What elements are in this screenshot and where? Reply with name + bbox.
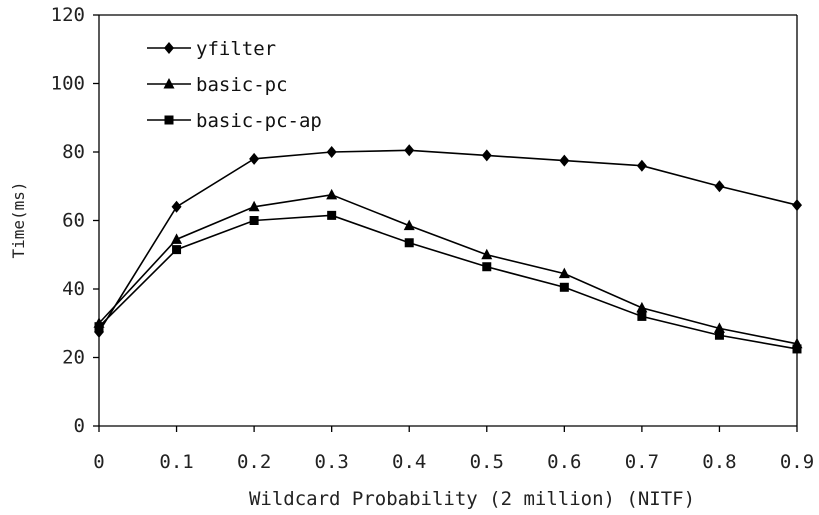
series-layer: [93, 144, 803, 354]
legend-label: yfilter: [196, 38, 276, 60]
x-axis-ticks: 0 0.1 0.2 0.3 0.4 0.5 0.6 0.7 0.8 0.9: [93, 426, 814, 473]
series-line-yfilter: [98, 149, 798, 333]
legend-swatch-marker: [164, 42, 174, 54]
data-point-basic-pc-ap: [94, 322, 104, 332]
y-tick-label: 40: [62, 278, 85, 300]
data-point-basic-pc-ap: [172, 245, 182, 255]
legend-item-basic-pc-ap: basic-pc-ap: [147, 110, 322, 132]
x-tick-label: 0.4: [392, 451, 426, 473]
data-point-yfilter: [171, 200, 182, 213]
legend-label: basic-pc: [196, 74, 288, 96]
data-point-basic-pc: [558, 267, 570, 279]
data-point-basic-pc: [636, 301, 648, 313]
series-basic-pc: [93, 188, 803, 349]
x-tick-label: 0.8: [702, 451, 736, 473]
data-point-yfilter: [559, 154, 570, 167]
data-point-basic-pc-ap: [714, 330, 724, 340]
data-point-basic-pc-ap: [482, 262, 492, 272]
data-point-basic-pc-ap: [559, 282, 569, 292]
data-point-yfilter: [326, 146, 337, 158]
data-point-yfilter: [714, 180, 725, 193]
legend-item-basic-pc: basic-pc: [147, 74, 288, 96]
x-tick-label: 0.3: [315, 451, 349, 473]
data-point-basic-pc-ap: [327, 210, 337, 220]
legend-swatch-marker: [163, 78, 175, 89]
data-point-basic-pc-ap: [249, 216, 259, 225]
y-tick-label: 120: [51, 4, 85, 26]
data-point-yfilter: [249, 152, 260, 165]
data-point-basic-pc: [248, 200, 260, 212]
data-point-basic-pc: [713, 322, 725, 333]
data-point-yfilter: [404, 144, 415, 157]
x-tick-label: 0.9: [780, 451, 814, 473]
data-point-basic-pc: [481, 248, 493, 260]
x-tick-label: 0: [93, 451, 104, 473]
x-tick-label: 0.6: [547, 451, 581, 473]
data-point-basic-pc: [326, 188, 338, 200]
series-basic-pc-ap: [94, 210, 802, 354]
series-line-basic-pc: [98, 193, 798, 345]
y-axis-ticks: 0 20 40 60 80 100 120: [51, 4, 99, 437]
series-line-basic-pc-ap: [98, 214, 798, 350]
legend-label: basic-pc-ap: [196, 110, 322, 132]
data-point-yfilter: [792, 199, 802, 212]
legend: yfilter basic-pc basic-pc-ap: [147, 38, 322, 132]
y-tick-label: 60: [62, 210, 85, 232]
data-point-basic-pc-ap: [792, 344, 802, 354]
data-point-basic-pc-ap: [404, 238, 414, 248]
x-tick-label: 0.5: [470, 451, 504, 473]
y-tick-label: 20: [62, 347, 85, 369]
y-axis-title: Time(ms): [9, 181, 28, 258]
y-tick-label: 100: [51, 73, 85, 95]
x-tick-label: 0.2: [237, 451, 271, 473]
data-point-basic-pc: [171, 233, 183, 244]
x-tick-label: 0.7: [625, 451, 659, 473]
x-axis-title: Wildcard Probability (2 million) (NITF): [249, 488, 695, 510]
legend-swatch-marker: [164, 115, 174, 125]
data-point-yfilter: [481, 149, 492, 162]
data-point-yfilter: [636, 159, 647, 172]
data-point-basic-pc: [403, 219, 415, 231]
y-tick-label: 0: [74, 415, 85, 437]
y-tick-label: 80: [62, 141, 85, 163]
x-tick-label: 0.1: [159, 451, 193, 473]
data-point-basic-pc-ap: [637, 311, 647, 321]
legend-item-yfilter: yfilter: [147, 38, 276, 60]
